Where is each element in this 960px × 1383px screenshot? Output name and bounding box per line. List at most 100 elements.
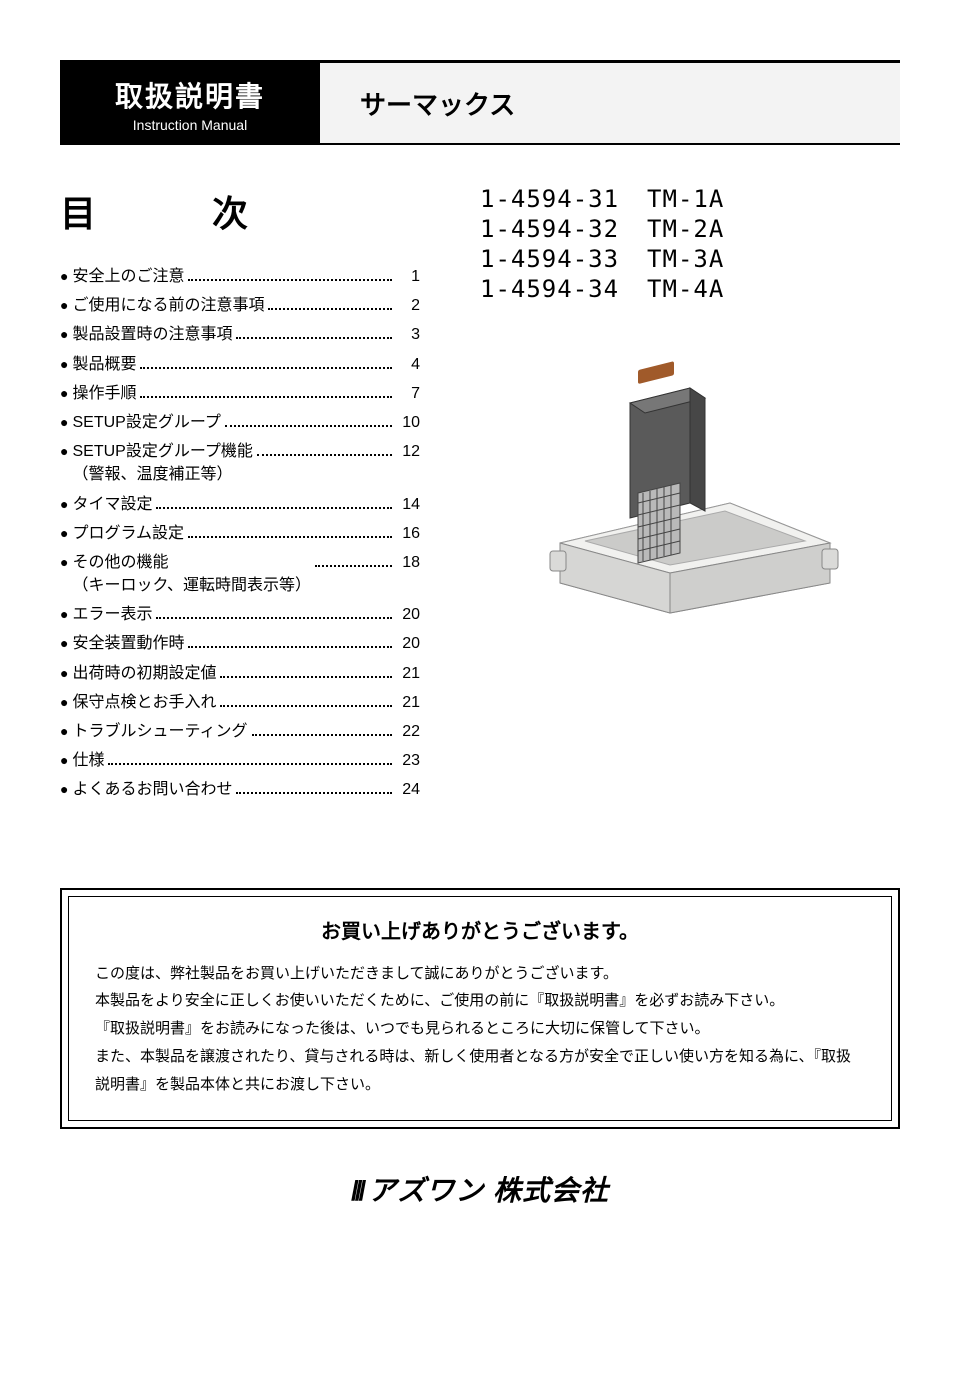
bullet-icon: ● xyxy=(60,779,68,799)
toc-page: 3 xyxy=(396,323,420,346)
model-row: 1-4594-34 TM-4A xyxy=(480,275,900,303)
toc-leader xyxy=(220,694,392,707)
toc-label: 操作手順 xyxy=(72,382,136,405)
toc-page: 24 xyxy=(396,778,420,801)
product-image xyxy=(530,343,850,623)
toc-leader xyxy=(268,297,392,310)
bullet-icon: ● xyxy=(60,721,68,741)
toc-leader xyxy=(156,495,392,508)
toc-label: ご使用になる前の注意事項 xyxy=(72,294,264,317)
toc-page: 16 xyxy=(396,522,420,545)
bullet-icon: ● xyxy=(60,663,68,683)
model-row: 1-4594-33TM-3A xyxy=(480,245,900,273)
logo-slashes-icon: /// xyxy=(351,1175,362,1206)
bullet-icon: ● xyxy=(60,383,68,403)
bullet-icon: ● xyxy=(60,412,68,432)
toc-page: 18 xyxy=(396,551,420,574)
toc-label: よくあるお問い合わせ xyxy=(72,778,232,801)
toc-page: 20 xyxy=(396,632,420,655)
toc-item: ●SETUP設定グループ 10 xyxy=(60,411,420,434)
thanks-body: この度は、弊社製品をお買い上げいただきまして誠にありがとうございます。本製品をよ… xyxy=(95,960,865,1099)
toc-leader xyxy=(156,606,392,619)
thanks-box: お買い上げありがとうございます。 この度は、弊社製品をお買い上げいただきまして誠… xyxy=(60,888,900,1130)
toc-item: ●エラー表示20 xyxy=(60,603,420,626)
bullet-icon: ● xyxy=(60,295,68,315)
toc-label: 製品設置時の注意事項 xyxy=(72,323,232,346)
company-logo: /// アズワン 株式会社 xyxy=(60,1169,900,1209)
toc-label: プログラム設定 xyxy=(72,522,184,545)
toc-page: 1 xyxy=(396,265,420,288)
toc-page: 4 xyxy=(396,353,420,376)
toc-label: SETUP設定グループ xyxy=(72,411,220,434)
toc-label: 安全上のご注意 xyxy=(72,265,184,288)
content-row: 目 次 ●安全上のご注意1●ご使用になる前の注意事項2●製品設置時の注意事項3●… xyxy=(60,185,900,808)
toc-leader xyxy=(225,414,392,427)
toc-label: 製品概要 xyxy=(72,353,136,376)
model-row: 1-4594-32 TM-2A xyxy=(480,215,900,243)
bullet-icon: ● xyxy=(60,354,68,374)
toc-item: ●ご使用になる前の注意事項 2 xyxy=(60,294,420,317)
toc-leader xyxy=(315,554,392,567)
product-name: サーマックス xyxy=(320,63,900,143)
toc-item: ●仕様 23 xyxy=(60,749,420,772)
toc-page: 14 xyxy=(396,493,420,516)
toc-leader xyxy=(140,385,392,398)
bullet-icon: ● xyxy=(60,494,68,514)
toc-item: ●製品概要 4 xyxy=(60,353,420,376)
toc-leader xyxy=(236,781,392,794)
manual-title-en: Instruction Manual xyxy=(90,117,290,133)
toc-item: ●製品設置時の注意事項 3 xyxy=(60,323,420,346)
page-root: 取扱説明書 Instruction Manual サーマックス 目 次 ●安全上… xyxy=(0,0,960,1249)
toc-item: ●安全上のご注意1 xyxy=(60,265,420,288)
toc-item: ●プログラム設定16 xyxy=(60,522,420,545)
toc-page: 2 xyxy=(396,294,420,317)
bullet-icon: ● xyxy=(60,441,68,461)
thanks-title: お買い上げありがとうございます。 xyxy=(95,915,865,944)
manual-title-jp: 取扱説明書 xyxy=(90,75,290,115)
toc-page: 22 xyxy=(396,720,420,743)
model-row: 1-4594-31TM-1A xyxy=(480,185,900,213)
toc-leader xyxy=(140,355,392,368)
toc-item: ●よくあるお問い合わせ 24 xyxy=(60,778,420,801)
toc-page: 21 xyxy=(396,691,420,714)
toc-heading: 目 次 xyxy=(60,185,420,237)
toc-page: 20 xyxy=(396,603,420,626)
model-list: 1-4594-31TM-1A1-4594-32TM-2A1-4594-33TM-… xyxy=(480,185,900,303)
toc-item: ●操作手順 7 xyxy=(60,382,420,405)
model-name: TM-4A xyxy=(647,275,724,303)
toc-label: 安全装置動作時 xyxy=(72,632,184,655)
bullet-icon: ● xyxy=(60,324,68,344)
bullet-icon: ● xyxy=(60,692,68,712)
toc-leader xyxy=(252,723,392,736)
toc-page: 10 xyxy=(396,411,420,434)
toc-leader xyxy=(236,326,392,339)
toc-item: ●保守点検とお手入れ 21 xyxy=(60,691,420,714)
toc-label: SETUP設定グループ機能 （警報、温度補正等） xyxy=(72,440,252,486)
toc-leader xyxy=(188,268,392,281)
toc-label: 保守点検とお手入れ xyxy=(72,691,216,714)
bullet-icon: ● xyxy=(60,750,68,770)
toc-list: ●安全上のご注意1●ご使用になる前の注意事項2●製品設置時の注意事項3●製品概要… xyxy=(60,265,420,802)
model-code: 1-4594-32 xyxy=(480,215,619,243)
toc-column: 目 次 ●安全上のご注意1●ご使用になる前の注意事項2●製品設置時の注意事項3●… xyxy=(60,185,420,808)
model-code: 1-4594-34 xyxy=(480,275,619,303)
toc-leader xyxy=(257,443,392,456)
model-code: 1-4594-31 xyxy=(480,185,619,213)
bullet-icon: ● xyxy=(60,552,68,572)
toc-leader xyxy=(108,752,392,765)
toc-label: タイマ設定 xyxy=(72,493,152,516)
toc-item: ●出荷時の初期設定値21 xyxy=(60,662,420,685)
toc-label: トラブルシューティング xyxy=(72,720,247,743)
model-name: TM-2A xyxy=(647,215,724,243)
toc-item: ●安全装置動作時20 xyxy=(60,632,420,655)
toc-item: ●トラブルシューティング 22 xyxy=(60,720,420,743)
toc-label: その他の機能 （キーロック、運転時間表示等） xyxy=(72,551,311,597)
toc-label: 仕様 xyxy=(72,749,104,772)
toc-leader xyxy=(188,525,392,538)
toc-page: 23 xyxy=(396,749,420,772)
model-code: 1-4594-33 xyxy=(480,245,619,273)
toc-item: ●その他の機能 （キーロック、運転時間表示等） 18 xyxy=(60,551,420,597)
right-column: 1-4594-31TM-1A1-4594-32TM-2A1-4594-33TM-… xyxy=(480,185,900,808)
toc-page: 7 xyxy=(396,382,420,405)
company-name: アズワン 株式会社 xyxy=(368,1175,609,1206)
